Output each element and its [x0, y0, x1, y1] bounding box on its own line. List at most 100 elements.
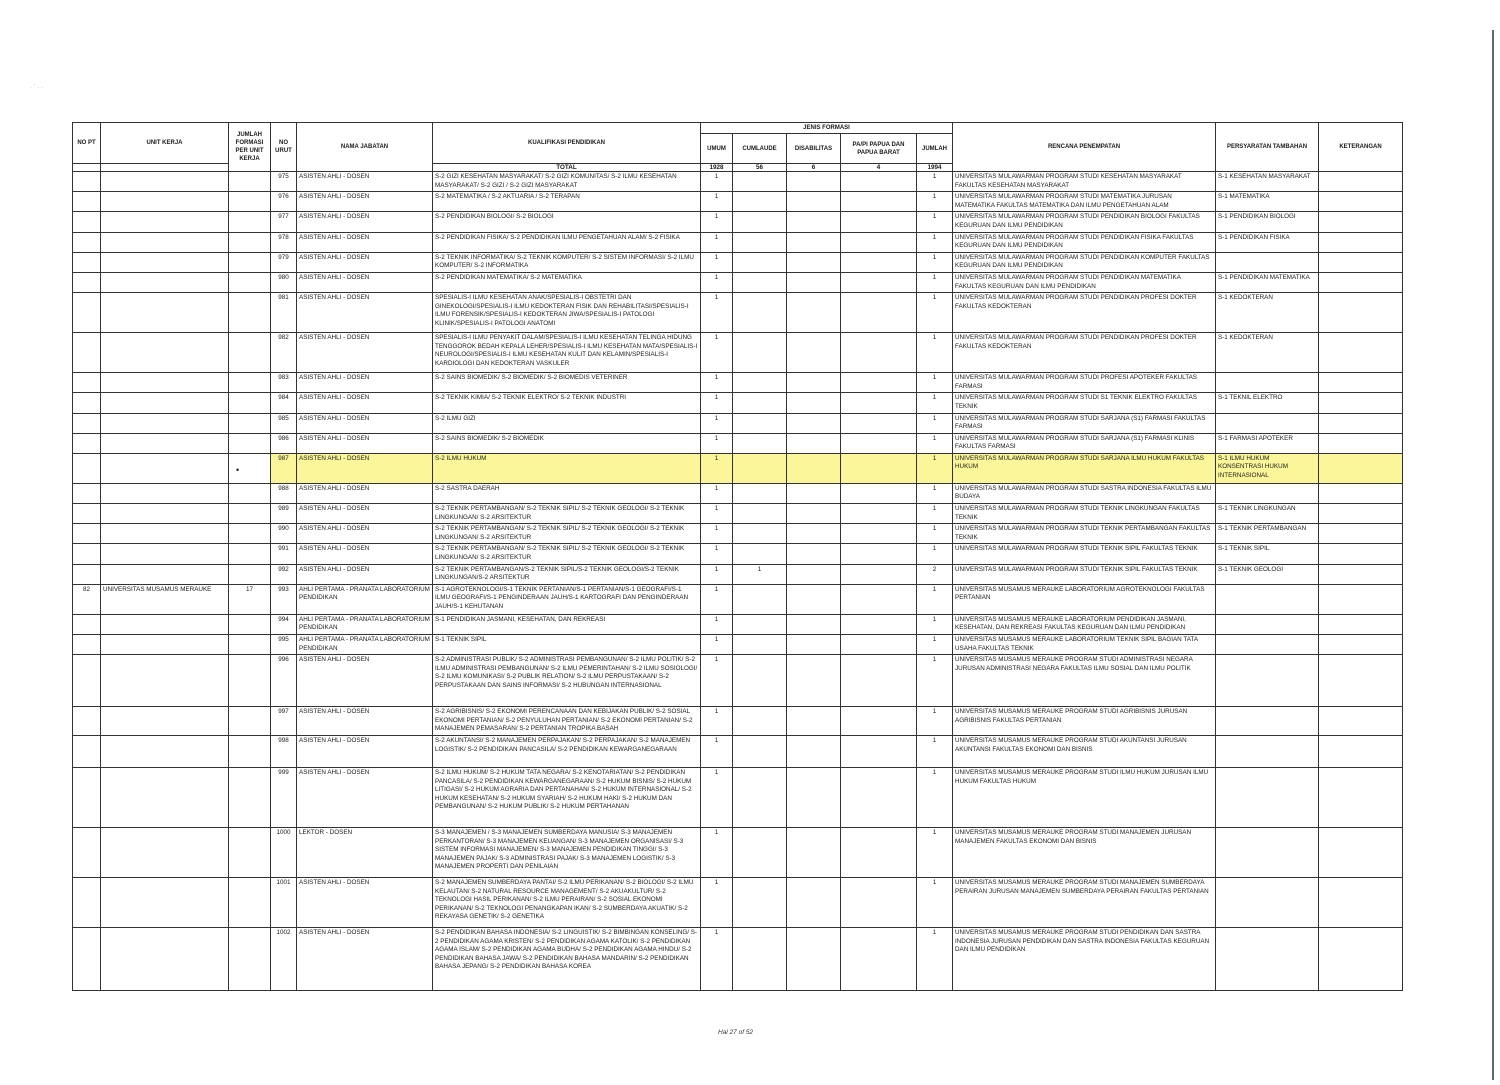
cell-kualifikasi: S-2 ILMU GIZI [432, 412, 701, 434]
cell-disabilitas [786, 170, 841, 193]
col-disabilitas: DISABILITAS [786, 133, 841, 164]
cell-papua [840, 412, 917, 434]
cell-rencana-penempatan: UNIVERSITAS MUSAMUS MERAUKE LABORATORIUM… [952, 583, 1216, 615]
table-row: 981 ASISTEN AHLI - DOSEN Spesialis-I ILMU … [72, 292, 1403, 334]
cell-nama-jabatan: ASISTEN AHLI - DOSEN [296, 654, 433, 708]
cell-kualifikasi: S-2 AKUNTANSI/ S-2 MANAJEMEN PERPAJAKAN/… [432, 734, 701, 768]
cell-cumlaude: 1 [732, 563, 787, 585]
cell-jumlah: 1 [916, 452, 953, 484]
cell-keterangan [1318, 332, 1403, 374]
cell-cumlaude [732, 633, 787, 656]
cell-papua [840, 734, 917, 768]
cell-persyaratan-tambahan [1215, 482, 1319, 505]
cell-papua [840, 633, 917, 656]
table-row: 992 ASISTEN AHLI - DOSEN S-2 TEKNIK PERTAM… [72, 563, 1403, 585]
cell-nama-jabatan: ASISTEN AHLI - DOSEN [296, 482, 433, 505]
cell-cumlaude [732, 826, 787, 878]
cell-cumlaude [732, 706, 787, 736]
cell-jumlah: 1 [916, 432, 953, 454]
cell-rencana-penempatan: UNIVERSITAS MULAWARMAN PROGRAM STUDI PEN… [952, 231, 1216, 253]
cell-unit-kerja [100, 876, 229, 928]
cell-nama-jabatan: ASISTEN AHLI - DOSEN [296, 543, 433, 565]
cell-no-pt [72, 523, 101, 545]
cell-disabilitas [786, 332, 841, 374]
cell-papua [840, 452, 917, 484]
cell-no-pt [72, 191, 101, 213]
cell-jumlah-formasi [228, 372, 271, 394]
cell-papua [840, 211, 917, 233]
col-nama-jabatan: NAMA JABATAN [296, 122, 433, 172]
cell-rencana-penempatan: UNIVERSITAS MULAWARMAN PROGRAM STUDI PEN… [952, 211, 1216, 233]
cell-unit-kerja [100, 412, 229, 434]
col-no-urut: NO URUT [270, 122, 297, 172]
cell-unit-kerja [100, 432, 229, 454]
cell-jumlah-formasi [228, 876, 271, 928]
cell-persyaratan-tambahan: S-1 PENDIDIKAN MATEMATIKA [1215, 271, 1319, 294]
cell-keterangan [1318, 633, 1403, 656]
cell-jumlah: 1 [916, 482, 953, 505]
cell-jumlah-formasi [228, 734, 271, 768]
cell-keterangan [1318, 482, 1403, 505]
cell-cumlaude [732, 926, 787, 991]
cell-rencana-penempatan: UNIVERSITAS MUSAMUS MERAUKE LABORATORIUM… [952, 633, 1216, 656]
cell-no-urut: 978 [270, 231, 297, 253]
cell-disabilitas [786, 452, 841, 484]
cell-kualifikasi: S-2 PENDIDIKAN FISIKA/ S-2 PENDIDIKAN IL… [432, 231, 701, 253]
cell-disabilitas [786, 926, 841, 991]
cell-persyaratan-tambahan [1215, 654, 1319, 708]
cell-jumlah: 1 [916, 613, 953, 636]
cell-no-urut: 994 [270, 613, 297, 636]
cell-nama-jabatan: ASISTEN AHLI - DOSEN [296, 170, 433, 193]
cell-no-urut: 988 [270, 482, 297, 505]
cell-papua [840, 392, 917, 414]
cell-keterangan [1318, 271, 1403, 294]
cell-papua [840, 766, 917, 828]
cell-no-pt: 82 [72, 583, 101, 615]
cell-keterangan [1318, 654, 1403, 708]
cell-keterangan [1318, 452, 1403, 484]
cell-cumlaude [732, 734, 787, 768]
cell-nama-jabatan: ASISTEN AHLI - DOSEN [296, 231, 433, 253]
cell-unit-kerja [100, 372, 229, 394]
col-kualifikasi: KUALIFIKASI PENDIDIKAN [432, 122, 701, 164]
table-row: 975 ASISTEN AHLI - DOSEN S-2 GIZI KESEHATA… [72, 170, 1403, 193]
cell-kualifikasi: S-2 PENDIDIKAN BIOLOGI/ S-2 BIOLOGI [432, 211, 701, 233]
cell-no-urut: 995 [270, 633, 297, 656]
cell-jumlah: 1 [916, 706, 953, 736]
col-umum: UMUM [700, 133, 733, 164]
cell-umum: 1 [700, 654, 733, 708]
cell-jumlah-formasi [228, 482, 271, 505]
cell-nama-jabatan: AHLI PERTAMA - PRANATA LABORATORIUM PEND… [296, 583, 433, 615]
cell-rencana-penempatan: UNIVERSITAS MULAWARMAN PROGRAM STUDI SAR… [952, 412, 1216, 434]
cell-kualifikasi: S-1 PENDIDIKAN JASMANI, KESEHATAN, DAN R… [432, 613, 701, 636]
cell-persyaratan-tambahan [1215, 633, 1319, 656]
cell-persyaratan-tambahan: S-1 MATEMATIKA [1215, 191, 1319, 213]
cell-umum: 1 [700, 170, 733, 193]
col-cumlaude: CUMLAUDE [732, 133, 787, 164]
cell-keterangan [1318, 543, 1403, 565]
cell-rencana-penempatan: UNIVERSITAS MULAWARMAN PROGRAM STUDI PEN… [952, 292, 1216, 334]
cell-kualifikasi: S-2 TEKNIK INFORMATIKA/ S-2 TEKNIK KOMPU… [432, 251, 701, 273]
cell-no-pt [72, 251, 101, 273]
cell-jumlah-formasi [228, 826, 271, 878]
cell-kualifikasi: S-2 SAINS BIOMEDIK/ S-2 BIOMEDIK [432, 432, 701, 454]
cell-persyaratan-tambahan [1215, 251, 1319, 273]
cell-no-pt [72, 231, 101, 253]
formasi-table: NO PT UNIT KERJA JUMLAH FORMASI PER UNIT… [72, 122, 1403, 991]
table-row: 985 ASISTEN AHLI - DOSEN S-2 ILMU GIZI 1 1 UN… [72, 412, 1403, 434]
cell-umum: 1 [700, 926, 733, 991]
cell-persyaratan-tambahan [1215, 826, 1319, 878]
cell-jumlah-formasi [228, 523, 271, 545]
cell-cumlaude [732, 372, 787, 394]
cell-papua [840, 231, 917, 253]
cell-jumlah: 1 [916, 734, 953, 768]
cell-persyaratan-tambahan: S-1 PENDIDIKAN BIOLOGI [1215, 211, 1319, 233]
cell-umum: 1 [700, 231, 733, 253]
cell-persyaratan-tambahan [1215, 766, 1319, 828]
table-row: 988 ASISTEN AHLI - DOSEN S-2 SASTRA DAERAH… [72, 482, 1403, 505]
cell-umum: 1 [700, 292, 733, 334]
cell-nama-jabatan: ASISTEN AHLI - DOSEN [296, 432, 433, 454]
pen-mark: • [236, 465, 240, 475]
cell-kualifikasi: S-1 TEKNIK SIPIL [432, 633, 701, 656]
cell-umum: 1 [700, 734, 733, 768]
